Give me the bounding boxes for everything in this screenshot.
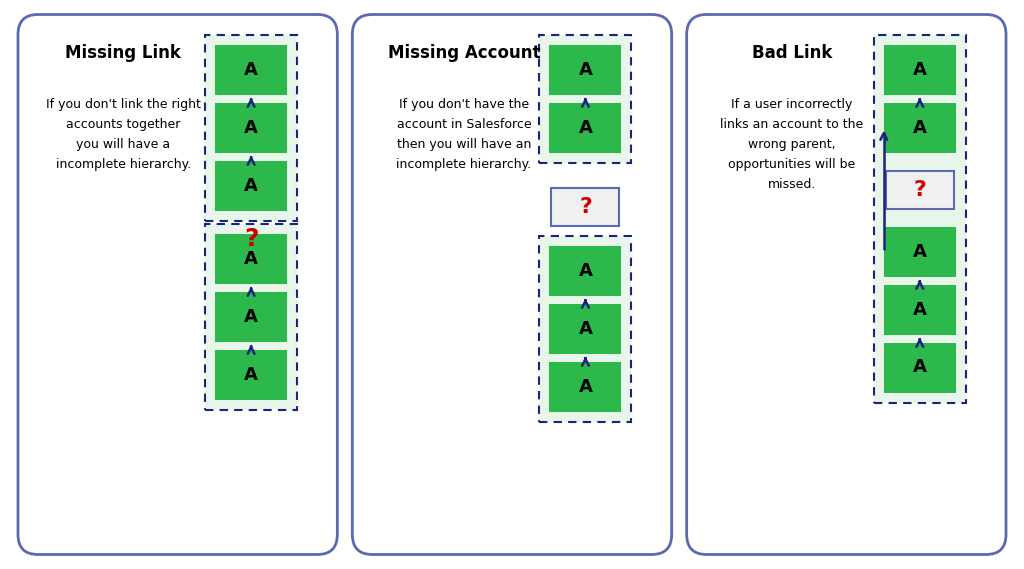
- FancyBboxPatch shape: [540, 35, 632, 163]
- Bar: [550, 361, 622, 411]
- Text: A: A: [579, 118, 593, 137]
- Bar: [215, 160, 287, 211]
- Bar: [550, 245, 622, 295]
- FancyBboxPatch shape: [352, 14, 672, 555]
- Text: A: A: [244, 249, 258, 267]
- Bar: [884, 343, 955, 393]
- Text: A: A: [912, 358, 927, 377]
- Bar: [550, 102, 622, 152]
- Bar: [215, 44, 287, 94]
- Bar: [884, 102, 955, 152]
- FancyBboxPatch shape: [205, 224, 297, 410]
- FancyBboxPatch shape: [205, 35, 297, 221]
- Text: A: A: [912, 300, 927, 319]
- Text: Bad Link: Bad Link: [752, 43, 833, 61]
- Bar: [884, 44, 955, 94]
- Bar: [215, 349, 287, 399]
- Text: A: A: [244, 365, 258, 384]
- Text: A: A: [579, 320, 593, 337]
- Bar: [215, 102, 287, 152]
- Text: A: A: [912, 60, 927, 79]
- Bar: [884, 284, 955, 335]
- Text: Missing Link: Missing Link: [66, 43, 181, 61]
- FancyBboxPatch shape: [687, 14, 1006, 555]
- Bar: [550, 303, 622, 353]
- Text: A: A: [244, 176, 258, 195]
- Text: If you don't have the
account in Salesforce
then you will have an
incomplete hie: If you don't have the account in Salesfo…: [396, 98, 531, 171]
- FancyBboxPatch shape: [873, 35, 966, 402]
- Bar: [215, 291, 287, 341]
- Bar: [884, 226, 955, 277]
- Text: Missing Account: Missing Account: [388, 43, 541, 61]
- Bar: [552, 188, 620, 225]
- Text: A: A: [579, 377, 593, 395]
- Text: A: A: [912, 118, 927, 137]
- Bar: [886, 171, 953, 208]
- Text: If you don't link the right
accounts together
you will have a
incomplete hierarc: If you don't link the right accounts tog…: [46, 98, 201, 171]
- Text: If a user incorrectly
links an account to the
wrong parent,
opportunities will b: If a user incorrectly links an account t…: [721, 98, 863, 191]
- Text: A: A: [244, 60, 258, 79]
- Bar: [215, 233, 287, 283]
- Text: ?: ?: [579, 196, 592, 216]
- Text: A: A: [244, 118, 258, 137]
- Bar: [550, 44, 622, 94]
- Text: A: A: [579, 60, 593, 79]
- FancyBboxPatch shape: [540, 236, 632, 422]
- Text: A: A: [579, 262, 593, 279]
- Text: ?: ?: [913, 179, 927, 200]
- Text: A: A: [912, 242, 927, 261]
- Text: A: A: [244, 307, 258, 325]
- Text: ?: ?: [244, 226, 258, 250]
- FancyBboxPatch shape: [18, 14, 337, 555]
